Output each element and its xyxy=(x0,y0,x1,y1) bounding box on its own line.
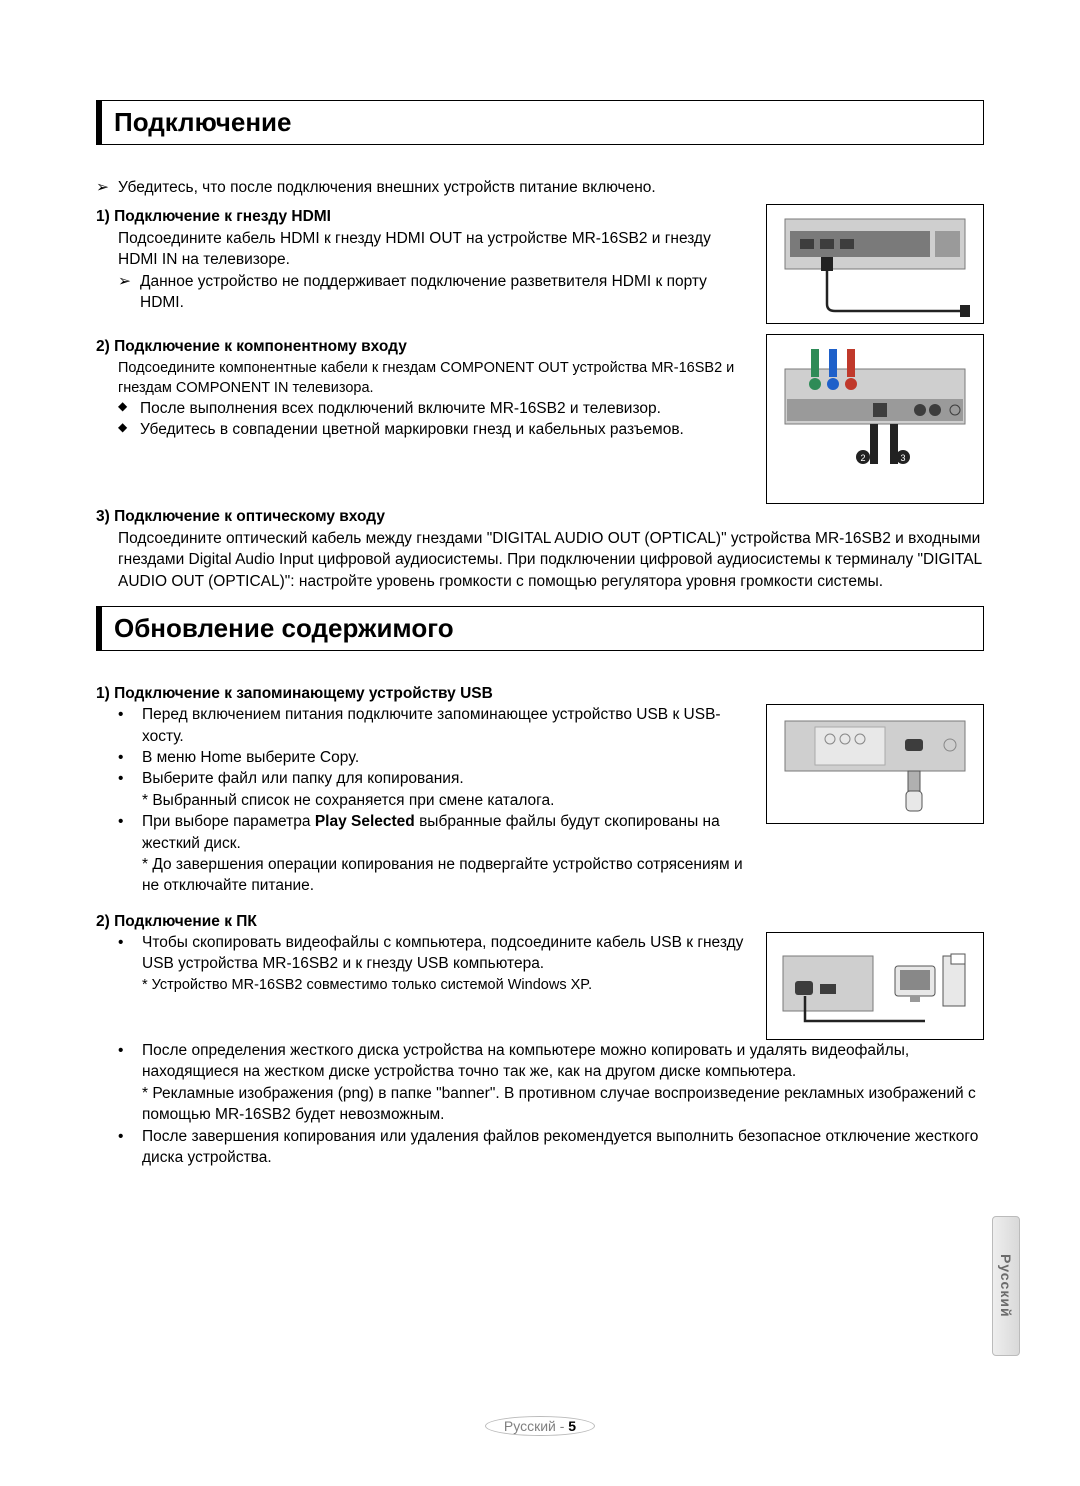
section1-body: ➢ Убедитесь, что после подключения внешн… xyxy=(96,177,984,592)
diamond-icon: ◆ xyxy=(118,398,140,419)
s2-i2-b1-note: * Устройство MR-16SB2 совместимо только … xyxy=(142,975,752,995)
svg-text:2: 2 xyxy=(860,453,865,463)
item1-note-text: Данное устройство не поддерживает подклю… xyxy=(140,271,752,314)
b4-pre: При выборе параметра xyxy=(142,813,315,830)
item2-b2: ◆ Убедитесь в совпадении цветной маркиро… xyxy=(118,419,752,440)
s2-i1-b3-note: * Выбранный список не сохраняется при см… xyxy=(142,790,752,811)
section2-title-box: Обновление содержимого xyxy=(96,606,984,651)
dot-icon: • xyxy=(118,1126,142,1169)
s2-i1-b4-text: При выборе параметра Play Selected выбра… xyxy=(142,811,752,854)
item2-p1: Подсоедините компонентные кабели к гнезд… xyxy=(118,358,752,398)
dot-icon: • xyxy=(118,747,142,768)
section2-body: 1) Подключение к запоминающему устройств… xyxy=(96,683,984,1168)
item2-b2-text: Убедитесь в совпадении цветной маркировк… xyxy=(140,419,684,440)
s2-i1-b3-text: Выберите файл или папку для копирования. xyxy=(142,768,464,789)
item1-row: 1) Подключение к гнезду HDMI Подсоединит… xyxy=(96,204,984,324)
item2-b1: ◆ После выполнения всех подключений вклю… xyxy=(118,398,752,419)
s2-i2-b1-note-text: * Устройство MR-16SB2 совместимо только … xyxy=(142,975,592,995)
language-side-tab: Русский xyxy=(992,1216,1020,1356)
item1-body: Подсоедините кабель HDMI к гнезду HDMI O… xyxy=(118,228,752,314)
item3-heading: 3) Подключение к оптическому входу xyxy=(96,506,984,527)
figure-component: 2 3 xyxy=(766,334,984,504)
s2-i1-b1-text: Перед включением питания подключите запо… xyxy=(142,704,752,747)
item3: 3) Подключение к оптическому входу Подсо… xyxy=(96,506,984,592)
figure-usb-box xyxy=(766,704,984,824)
diamond-icon: ◆ xyxy=(118,419,140,440)
s2-item1-text: • Перед включением питания подключите за… xyxy=(96,704,752,896)
figure-hdmi-box xyxy=(766,204,984,324)
figure-hdmi xyxy=(766,204,984,324)
section1-title: Подключение xyxy=(114,107,971,138)
s2-item1-row: • Перед включением питания подключите за… xyxy=(96,704,984,896)
s2-i1-b4-note-text: * До завершения операции копирования не … xyxy=(142,854,752,897)
item3-body: Подсоедините оптический кабель между гне… xyxy=(118,528,984,592)
item1-note: ➢ Данное устройство не поддерживает подк… xyxy=(118,271,752,314)
dot-icon: • xyxy=(118,704,142,747)
item1-text: 1) Подключение к гнезду HDMI Подсоединит… xyxy=(96,204,752,324)
dot-icon: • xyxy=(118,811,142,854)
lead-text: Убедитесь, что после подключения внешних… xyxy=(118,177,656,198)
figure-component-box: 2 3 xyxy=(766,334,984,504)
s2-item2-row: • Чтобы скопировать видеофайлы с компьют… xyxy=(96,932,984,1040)
page-footer: Русский - 5 xyxy=(0,1416,1080,1436)
item2-row: 2) Подключение к компонентному входу Под… xyxy=(96,334,984,504)
footer-lang: Русский xyxy=(504,1418,556,1434)
item1-heading: 1) Подключение к гнезду HDMI xyxy=(96,206,752,227)
footer-sep: - xyxy=(556,1418,568,1434)
s2-i2-b2-text: После определения жесткого диска устройс… xyxy=(142,1040,984,1083)
dot-icon: • xyxy=(118,932,142,975)
figure-usb xyxy=(766,704,984,896)
item2-b1-text: После выполнения всех подключений включи… xyxy=(140,398,661,419)
item2-body: Подсоедините компонентные кабели к гнезд… xyxy=(118,358,752,441)
figure-pc xyxy=(766,932,984,1040)
s2-i2-b3: • После завершения копирования или удале… xyxy=(118,1126,984,1169)
s2-i1-b4: • При выборе параметра Play Selected выб… xyxy=(118,811,752,854)
s2-i1-b2-text: В меню Home выберите Copy. xyxy=(142,747,359,768)
dot-icon: • xyxy=(118,768,142,789)
s2-i1-b3-note-text: * Выбранный список не сохраняется при см… xyxy=(142,790,554,811)
s2-i2-b2-note: * Рекламные изображения (png) в папке "b… xyxy=(142,1083,984,1126)
s2-i2-b2-note-text: * Рекламные изображения (png) в папке "b… xyxy=(142,1083,984,1126)
s2-i1-b1: • Перед включением питания подключите за… xyxy=(118,704,752,747)
language-side-tab-text: Русский xyxy=(998,1254,1014,1318)
s2-i1-b4-note: * До завершения операции копирования не … xyxy=(142,854,752,897)
s2-item2-heading: 2) Подключение к ПК xyxy=(96,911,984,932)
footer-oval: Русский - 5 xyxy=(485,1416,595,1436)
item2-text: 2) Подключение к компонентному входу Под… xyxy=(96,334,752,504)
s2-i2-b2: • После определения жесткого диска устро… xyxy=(118,1040,984,1083)
s2-i1-b2: • В меню Home выберите Copy. xyxy=(118,747,752,768)
arrow-icon: ➢ xyxy=(96,177,118,198)
svg-text:3: 3 xyxy=(900,453,905,463)
item1-p1: Подсоедините кабель HDMI к гнезду HDMI O… xyxy=(118,228,752,271)
section1-lead: ➢ Убедитесь, что после подключения внешн… xyxy=(96,177,984,198)
dot-icon: • xyxy=(118,1040,142,1083)
item3-p1: Подсоедините оптический кабель между гне… xyxy=(118,528,984,592)
b4-bold: Play Selected xyxy=(315,813,415,830)
s2-item1-heading: 1) Подключение к запоминающему устройств… xyxy=(96,683,984,704)
section-title-box: Подключение xyxy=(96,100,984,145)
s2-i1-b3: • Выберите файл или папку для копировани… xyxy=(118,768,752,789)
section2-title: Обновление содержимого xyxy=(114,613,971,644)
figure-pc-box xyxy=(766,932,984,1040)
s2-i2-b3-text: После завершения копирования или удалени… xyxy=(142,1126,984,1169)
s2-i2-b1: • Чтобы скопировать видеофайлы с компьют… xyxy=(118,932,752,975)
footer-page: 5 xyxy=(568,1418,576,1434)
s2-item2-text: • Чтобы скопировать видеофайлы с компьют… xyxy=(96,932,752,1040)
arrow-icon: ➢ xyxy=(118,271,140,314)
s2-i2-b1-text: Чтобы скопировать видеофайлы с компьютер… xyxy=(142,932,752,975)
item2-heading: 2) Подключение к компонентному входу xyxy=(96,336,752,357)
